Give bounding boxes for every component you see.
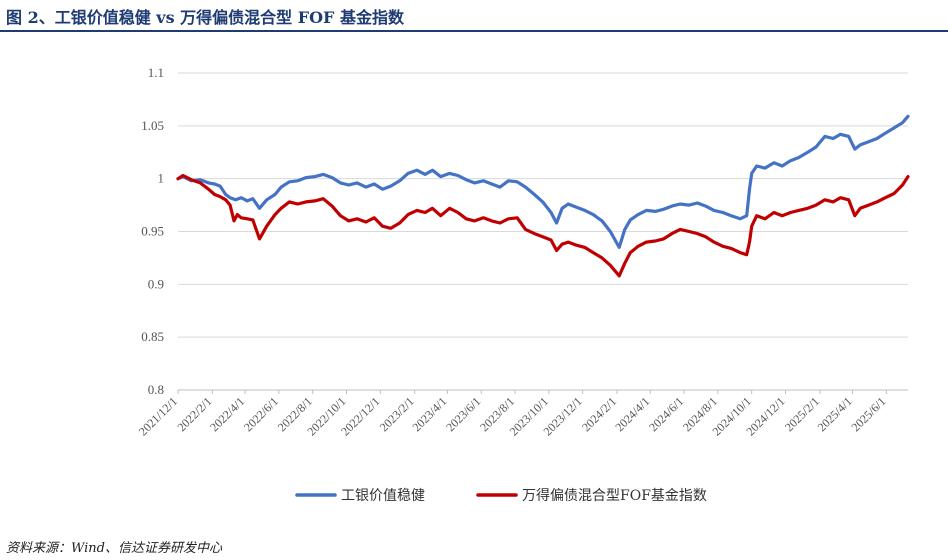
series-lines: [176, 114, 910, 278]
legend: 工银价值稳健 万得偏债混合型FOF基金指数: [295, 487, 707, 504]
x-tick-label: 2025/6/1: [848, 394, 888, 434]
y-tick-label: 1.1: [148, 65, 164, 80]
series-line-fund: [176, 114, 910, 249]
x-tick-label: 2022/2/1: [174, 394, 214, 434]
x-tick-label: 2022/4/1: [207, 394, 247, 434]
y-tick-label: 1: [158, 171, 165, 186]
legend-label: 工银价值稳健: [341, 488, 425, 504]
x-tick-label: 2024/6/1: [646, 394, 686, 434]
x-tick-label: 2024/4/1: [612, 394, 652, 434]
y-tick-label: 0.8: [148, 382, 164, 397]
x-tick-label: 2023/4/1: [409, 394, 449, 434]
x-tick-label: 2023/6/1: [443, 394, 483, 434]
legend-label: 万得偏债混合型FOF基金指数: [522, 487, 707, 504]
x-tick-label: 2022/6/1: [241, 394, 281, 434]
chart-title: 图 2、工银价值稳健 vs 万得偏债混合型 FOF 基金指数: [6, 8, 404, 27]
gridlines: [178, 72, 908, 391]
x-axis: 2021/12/12022/2/12022/4/12022/6/12022/8/…: [136, 390, 889, 439]
x-tick-label: 2021/12/1: [136, 394, 180, 438]
y-tick-label: 1.05: [141, 118, 164, 133]
x-tick-label: 2023/2/1: [377, 394, 417, 434]
y-tick-label: 0.85: [141, 329, 164, 344]
x-tick-label: 2024/2/1: [579, 394, 619, 434]
title-divider: [0, 30, 948, 32]
y-tick-label: 0.9: [148, 276, 164, 291]
x-tick-label: 2025/2/1: [782, 394, 822, 434]
source-note: 资料来源：Wind、信达证券研发中心: [6, 541, 222, 556]
x-tick-label: 2025/4/1: [815, 394, 855, 434]
series-line-index: [176, 173, 910, 278]
y-tick-label: 0.95: [141, 224, 164, 239]
y-axis-ticks: 0.8 0.85 0.9 0.95 1 1.05 1.1: [141, 65, 164, 397]
